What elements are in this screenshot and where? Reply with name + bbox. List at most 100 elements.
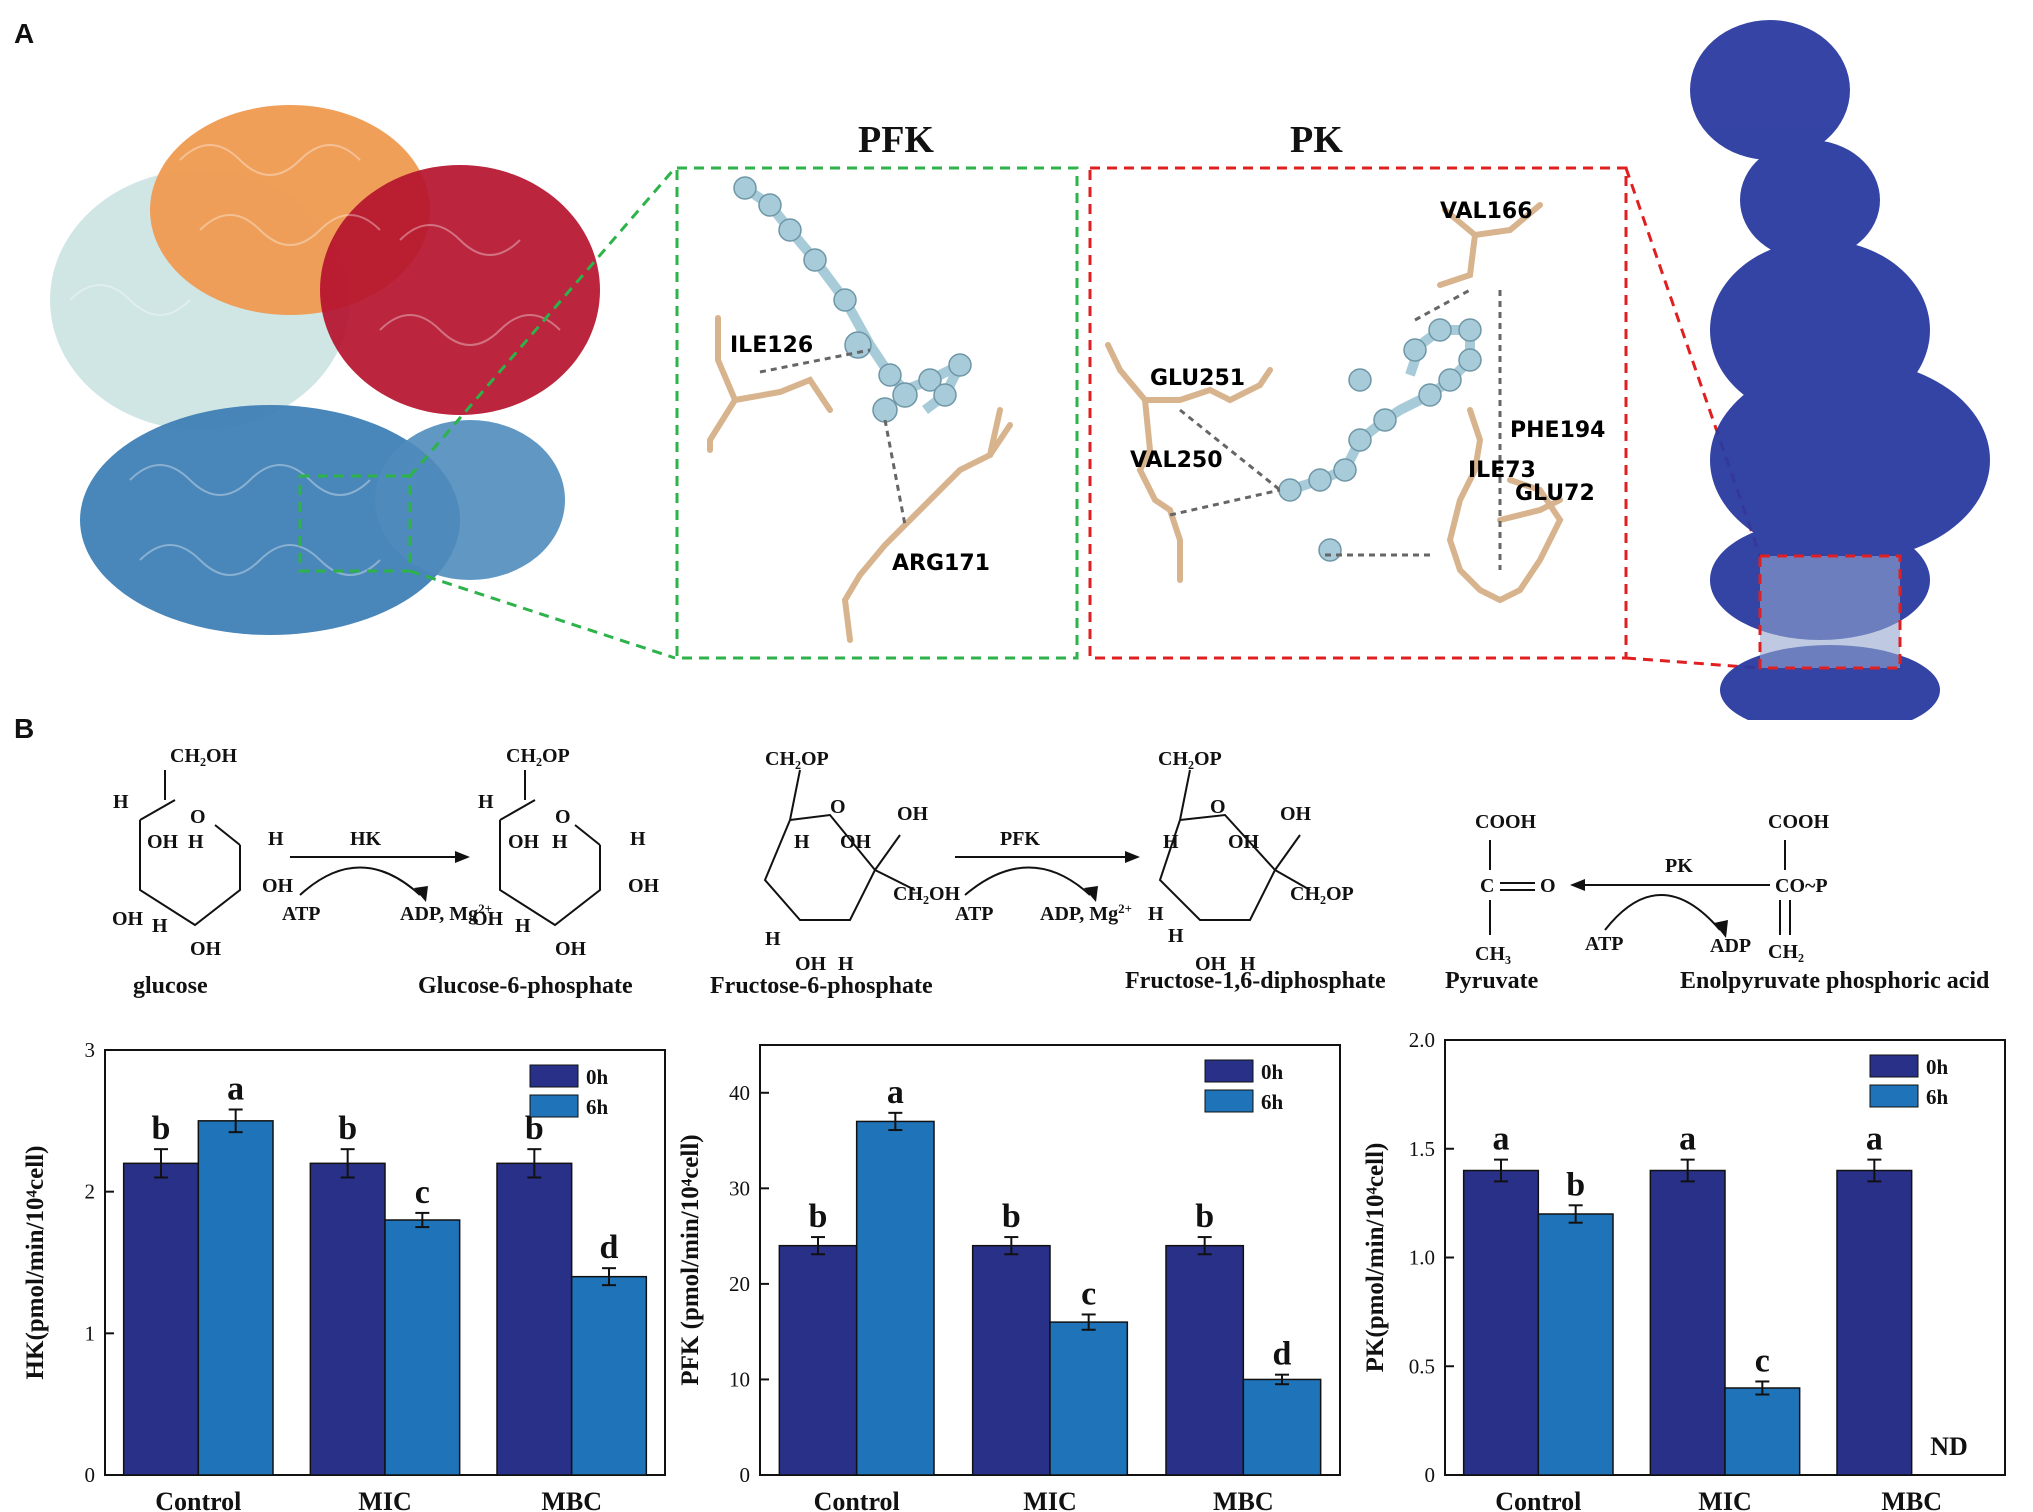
chart2-bar-0-0 (1462, 1169, 1540, 1476)
chart2-bar-label-2-1: ND (1930, 1432, 1968, 1461)
chart0-ytick-label-2: 2 (85, 1180, 96, 1204)
g6p-ring-o: O (555, 806, 571, 828)
chart2-ytick-label-2: 1.0 (1409, 1246, 1435, 1270)
glucose-structure (139, 770, 241, 927)
g6p-h1: H (478, 791, 494, 813)
f6p-ch2op: CH₂OP (765, 748, 829, 770)
chart0-bar-label-2-0: b (525, 1110, 544, 1147)
pfk-adp-h: H (1148, 903, 1164, 925)
chart2-category-1: MIC (1698, 1487, 1751, 1512)
pfk-title: PFK (858, 119, 934, 161)
pk-residue-label-2: PHE194 (1510, 418, 1606, 443)
chart0-legend-swatch-0 (529, 1064, 579, 1088)
chart1-bar-2-0 (1165, 1244, 1245, 1476)
chart2-bar-label-0-0: a (1493, 1121, 1510, 1158)
g6p-oh1: OH (508, 831, 540, 853)
chart2-bar-0-1 (1537, 1213, 1614, 1476)
pk-residue-sticks (1105, 202, 1564, 604)
chart0-bar-1-0 (309, 1162, 386, 1476)
glucose-h3: H (268, 828, 284, 850)
f6p-structure (763, 769, 916, 921)
hk-adp: ADP, Mg2+ (400, 901, 492, 926)
chart1-legend-swatch-0 (1204, 1059, 1254, 1083)
f6p-ch2oh: CH₂OH (893, 883, 961, 905)
chart2-ytick-label-1: 0.5 (1409, 1354, 1435, 1378)
f6p-h3: H (838, 953, 854, 975)
chart1-ytick-label-1: 10 (729, 1367, 750, 1391)
chart0-bar-label-2-1: d (600, 1229, 619, 1266)
chart2-ytick-label-0: 0 (1425, 1463, 1436, 1487)
chart1-bar-1-0 (971, 1244, 1051, 1476)
g6p-label: Glucose-6-phosphate (418, 973, 633, 999)
chart0-ytick-label-1: 1 (85, 1321, 96, 1345)
pep-structure (1779, 840, 1791, 935)
pfk-adp: ADP, Mg2+ (1040, 901, 1132, 926)
g6p-oh3: OH (472, 908, 504, 930)
chart1-ytick-label-0: 0 (740, 1463, 751, 1487)
f16bp-ch2op2: CH₂OP (1290, 883, 1354, 905)
f16bp-ring-o: O (1210, 796, 1226, 818)
chart2-legend-swatch-1 (1869, 1084, 1919, 1108)
f16bp-ch2op1: CH₂OP (1158, 748, 1222, 770)
chart2-bar-2-0 (1836, 1169, 1913, 1476)
chart1-bar-label-1-0: b (1002, 1198, 1021, 1235)
chart0-bar-0-1 (197, 1120, 274, 1476)
chart2-bar-1-1 (1724, 1387, 1801, 1476)
hk-adp-text: ADP, Mg (400, 903, 478, 925)
reaction-schemes: CH₂OH O H OH H H OH OH H OH HK ATP ADP, … (112, 745, 1830, 975)
pk-monomer-protein-image (1690, 20, 1990, 720)
g6p-oh2: OH (628, 875, 660, 897)
f16bp-h3: H (1240, 953, 1256, 975)
f16bp-h1: H (1163, 831, 1179, 853)
chart2-ytick-label-3: 1.5 (1409, 1137, 1435, 1161)
chart2-bar-label-2-0: a (1866, 1121, 1883, 1158)
chart2-bar-label-1-1: c (1755, 1342, 1770, 1379)
panel-a-structures: ILE126 ARG171 VAL166 GLU251 PHE194 VAL25… (50, 20, 1990, 720)
f6p-oh3: OH (795, 953, 827, 975)
f16bp-label: Fructose-1,6-diphosphate (1125, 968, 1386, 994)
chart0-ytick-label-3: 3 (85, 1038, 96, 1062)
pfk-mg-sup: 2+ (1118, 901, 1132, 916)
pk-ligand (1278, 318, 1482, 562)
chart2-category-0: Control (1495, 1487, 1581, 1512)
f6p-label: Fructose-6-phosphate (710, 973, 933, 999)
glucose-oh3: OH (112, 908, 144, 930)
chart1-legend-label-0: 0h (1261, 1060, 1284, 1084)
pk-atp: ATP (1585, 933, 1624, 955)
chart1-bar-2-1 (1242, 1378, 1322, 1476)
chart1-ylabel: PFK (pmol/min/10⁴cell) (677, 1134, 704, 1385)
pfk-adp-text: ADP, Mg (1040, 903, 1118, 925)
panel-a-letter: A (14, 18, 35, 49)
f16bp-oh1: OH (1280, 803, 1312, 825)
chart1-ytick-label-3: 30 (729, 1176, 750, 1200)
chart0-category-2: MBC (541, 1487, 602, 1512)
pyruvate-c: C (1480, 875, 1494, 897)
glucose-oh1: OH (147, 831, 179, 853)
glucose-h1: H (113, 791, 129, 813)
chart1-ytick-label-4: 40 (729, 1081, 750, 1105)
chart1-bar-label-2-0: b (1195, 1198, 1214, 1235)
f16bp-oh3: OH (1195, 953, 1227, 975)
g6p-structure (499, 770, 601, 927)
f6p-h1: H (794, 831, 810, 853)
chart1-bar-label-2-1: d (1273, 1336, 1292, 1373)
chart0-bar-2-1 (570, 1275, 648, 1476)
hk-enzyme-label: HK (350, 828, 382, 850)
pyruvate-cooh: COOH (1475, 811, 1537, 833)
chart0-bar-0-0 (122, 1162, 200, 1476)
chart1-bar-1-1 (1049, 1321, 1129, 1476)
pk-binding-box (1088, 166, 1628, 660)
f6p-oh2: OH (840, 831, 872, 853)
glucose-oh4: OH (190, 938, 222, 960)
chart1-legend-label-1: 6h (1261, 1090, 1284, 1114)
chart1-ytick-label-2: 20 (729, 1272, 750, 1296)
chart0-bar-label-1-1: c (415, 1174, 430, 1211)
chart1-bar-label-0-1: a (887, 1074, 904, 1111)
pfk-ligand (733, 176, 972, 423)
chart1-bar-0-1 (855, 1120, 935, 1476)
chart0-legend-swatch-1 (529, 1094, 579, 1118)
chart0-bar-2-0 (496, 1162, 573, 1476)
pk-enzyme-label: PK (1665, 855, 1693, 877)
pyruvate-label: Pyruvate (1445, 968, 1539, 994)
